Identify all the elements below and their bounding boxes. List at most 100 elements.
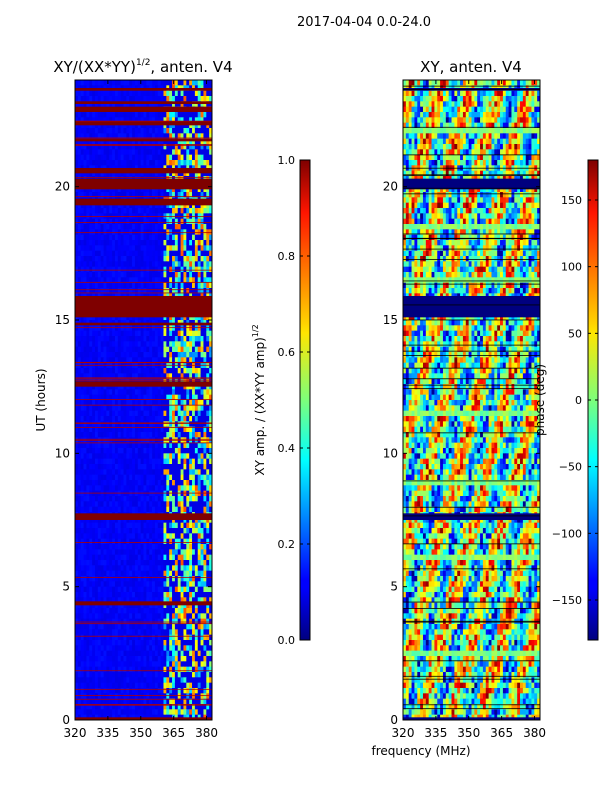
- left-cell: [143, 528, 147, 534]
- left-cell: [89, 474, 93, 481]
- left-cell: [77, 133, 82, 140]
- left-cell: [183, 602, 187, 609]
- left-cell: [146, 245, 150, 252]
- left-cell: [172, 133, 176, 140]
- left-cell: [160, 538, 164, 545]
- left-cell: [166, 122, 170, 129]
- left-cell: [100, 416, 104, 422]
- left-cell: [109, 133, 113, 140]
- left-cell: [137, 160, 142, 166]
- left-cell: [109, 570, 113, 577]
- left-cell: [137, 485, 142, 492]
- left-cell: [149, 325, 153, 332]
- left-cell: [134, 277, 139, 284]
- left-cell: [129, 426, 133, 433]
- left-cell: [114, 576, 119, 582]
- left-cell: [126, 192, 130, 198]
- left-cell: [186, 325, 190, 332]
- left-cell: [106, 421, 110, 428]
- left-cell: [169, 458, 173, 465]
- left-cell: [174, 101, 179, 108]
- left-cell: [129, 336, 133, 342]
- left-cell: [149, 485, 153, 492]
- left-cell: [109, 400, 113, 406]
- left-cell: [83, 416, 87, 422]
- left-cell: [183, 581, 187, 588]
- left-cell: [100, 213, 104, 220]
- left-cell: [169, 224, 173, 230]
- left-cell: [117, 485, 122, 492]
- left-cell: [174, 112, 179, 118]
- left-cell: [157, 442, 162, 449]
- left-cell: [117, 453, 122, 460]
- left-cell: [203, 394, 207, 401]
- left-cell: [152, 480, 156, 486]
- left-cell: [152, 213, 156, 220]
- left-cell: [123, 250, 127, 257]
- left-cell: [177, 501, 181, 508]
- left-cell: [166, 325, 170, 332]
- left-cell: [94, 410, 99, 417]
- left-cell: [149, 576, 153, 582]
- left-cell: [143, 154, 147, 161]
- left-cell: [206, 112, 210, 118]
- left-cell: [134, 218, 139, 225]
- left-cell: [146, 234, 150, 241]
- left-cell: [75, 554, 79, 561]
- left-cell: [140, 581, 144, 588]
- left-cell: [120, 138, 124, 145]
- left-cell: [112, 368, 116, 374]
- left-cell: [172, 154, 176, 161]
- left-cell: [163, 442, 167, 449]
- left-cell: [80, 432, 84, 438]
- left-cell: [134, 602, 139, 609]
- left-cell: [152, 426, 156, 433]
- left-cell: [157, 373, 162, 380]
- left-cell: [83, 560, 87, 566]
- left-cell: [209, 288, 213, 294]
- left-cell: [143, 202, 147, 209]
- left-cell: [123, 565, 127, 572]
- left-cell: [137, 250, 142, 257]
- left-cell: [86, 522, 90, 529]
- left-cell: [209, 629, 213, 636]
- left-cell: [194, 576, 199, 582]
- left-cell: [123, 394, 127, 401]
- left-cell: [154, 490, 159, 497]
- left-cell: [146, 80, 150, 86]
- left-cell: [154, 352, 159, 358]
- left-cell: [126, 426, 130, 433]
- left-cell: [209, 282, 213, 289]
- left-cell: [129, 240, 133, 246]
- left-cell: [75, 144, 79, 150]
- left-cell: [137, 448, 142, 454]
- left-cell: [163, 384, 167, 390]
- left-cell: [186, 112, 190, 118]
- left-cell: [203, 421, 207, 428]
- left-cell: [143, 421, 147, 428]
- left-cell: [106, 96, 110, 102]
- left-cell: [117, 122, 122, 129]
- left-cell: [112, 218, 116, 225]
- left-cell: [100, 266, 104, 273]
- left-cell: [77, 581, 82, 588]
- left-cell: [206, 592, 210, 598]
- left-cell: [92, 234, 96, 241]
- left-cell: [80, 416, 84, 422]
- left-cell: [100, 357, 104, 364]
- left-cell: [183, 250, 187, 257]
- left-cell: [86, 506, 90, 513]
- left-cell: [75, 117, 79, 124]
- left-cell: [160, 485, 164, 492]
- left-cell: [200, 90, 204, 97]
- left-cell: [86, 586, 90, 593]
- left-cell: [89, 101, 93, 108]
- left-cell: [180, 517, 184, 524]
- left-cell: [92, 490, 96, 497]
- left-cell: [109, 154, 113, 161]
- left-cell: [77, 602, 82, 609]
- left-cell: [97, 160, 102, 166]
- left-cell: [157, 133, 162, 140]
- left-cell: [160, 565, 164, 572]
- left-cell: [117, 373, 122, 380]
